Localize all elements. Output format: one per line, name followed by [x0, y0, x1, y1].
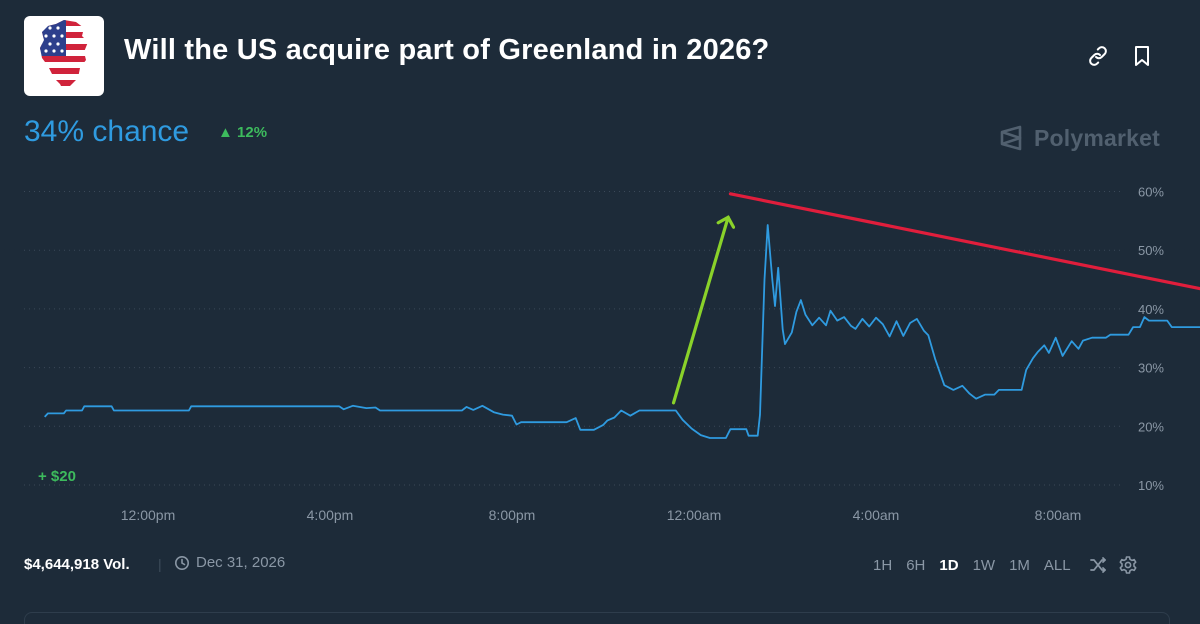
y-tick-label: 10%	[1138, 478, 1164, 493]
range-tab-1m[interactable]: 1M	[1009, 556, 1030, 574]
annotation-arrow-up	[671, 215, 736, 405]
x-tick-label: 12:00am	[667, 507, 721, 523]
polymarket-logo-icon	[1000, 125, 1022, 151]
bookmark-icon[interactable]	[1130, 44, 1154, 68]
shuffle-icon[interactable]	[1088, 555, 1108, 575]
greenland-us-flag-map-icon	[40, 20, 88, 92]
footer-divider: |	[158, 556, 162, 572]
volume-label: $4,644,918 Vol.	[24, 556, 130, 573]
x-tick-label: 8:00pm	[489, 507, 536, 523]
clock-icon	[175, 555, 189, 570]
triangle-up-icon: ▲	[218, 124, 233, 141]
time-range-tabs: 1H 6H 1D 1W 1M ALL	[866, 555, 1138, 575]
chance-percentage: 34% chance	[24, 115, 190, 148]
link-icon[interactable]	[1086, 44, 1110, 68]
price-chart: 10% 20% 30% 40% 50% 60% 12:00pm 4:00pm 8:00pm 12…	[24, 185, 1200, 523]
change-value: 12%	[237, 124, 268, 141]
range-tab-1d[interactable]: 1D	[939, 556, 959, 574]
range-tab-1w[interactable]: 1W	[972, 556, 996, 574]
brand-name: Polymarket	[1034, 124, 1161, 151]
x-tick-label: 8:00am	[1035, 507, 1082, 523]
y-tick-label: 60%	[1138, 185, 1164, 200]
bottom-panel	[24, 612, 1170, 624]
y-tick-label: 50%	[1138, 243, 1164, 258]
trade-label: + $20	[38, 468, 76, 485]
annotation-arrow-down	[728, 192, 1200, 291]
brand: Polymarket	[998, 124, 1160, 152]
market-logo	[24, 16, 104, 96]
end-date-text: Dec 31, 2026	[196, 554, 286, 571]
x-tick-label: 12:00pm	[121, 507, 175, 523]
range-tab-6h[interactable]: 6H	[906, 556, 926, 574]
y-tick-label: 30%	[1138, 361, 1164, 376]
range-tab-all[interactable]: ALL	[1043, 556, 1071, 574]
y-tick-label: 40%	[1138, 302, 1164, 317]
end-date: Dec 31, 2026	[174, 554, 285, 571]
change-badge: ▲ 12%	[218, 124, 267, 141]
gear-icon[interactable]	[1118, 555, 1138, 575]
x-tick-label: 4:00pm	[307, 507, 354, 523]
series-line	[44, 224, 1200, 439]
x-tick-label: 4:00am	[853, 507, 900, 523]
market-title: Will the US acquire part of Greenland in…	[124, 34, 770, 66]
y-tick-label: 20%	[1138, 419, 1164, 434]
range-tab-1h[interactable]: 1H	[873, 556, 893, 574]
